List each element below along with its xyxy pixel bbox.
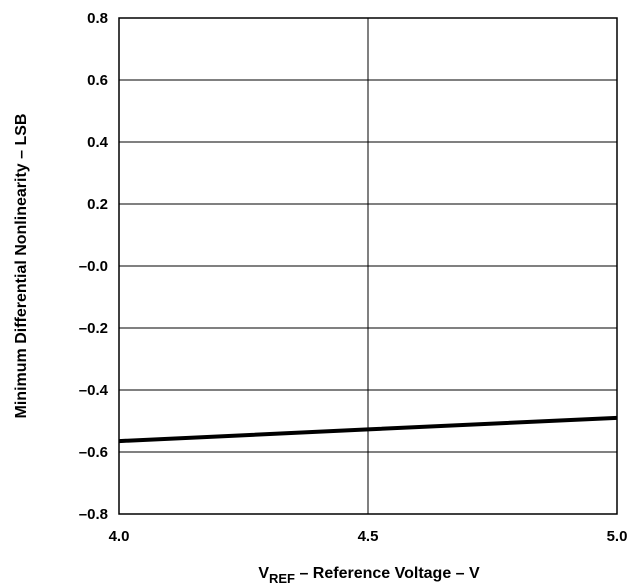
y-tick-label: 0.8 [87,10,108,27]
y-tick-label: 0.4 [87,134,109,151]
y-axis-label: Minimum Differential Nonlinearity – LSB [13,114,30,419]
x-tick-label: 4.0 [109,528,130,545]
y-tick-label: –0.8 [79,506,108,523]
plot-frame [118,17,618,515]
series-line-0 [118,415,618,444]
x-tick-label: 5.0 [607,528,628,545]
y-tick-label: –0.6 [79,444,108,461]
x-axis-label-rest: – Reference Voltage – V [295,565,480,582]
x-axis-label-subscript: REF [269,571,295,586]
y-tick-label: –0.0 [79,258,108,275]
y-tick-label: –0.2 [79,320,108,337]
x-axis-label: VREF – Reference Voltage – V [258,565,480,586]
tick-labels: 0.8 0.6 0.4 0.2 –0.0 –0.2 –0.4 –0.6 –0.84.0 4.5 5.… [79,10,628,545]
y-tick-label: –0.4 [79,382,109,399]
y-tick-label: 0.6 [87,72,108,89]
x-axis-label-main: V [258,565,269,582]
y-tick-label: 0.2 [87,196,108,213]
grid-lines [119,18,617,514]
x-tick-label: 4.5 [358,528,379,545]
series-group [118,415,618,444]
